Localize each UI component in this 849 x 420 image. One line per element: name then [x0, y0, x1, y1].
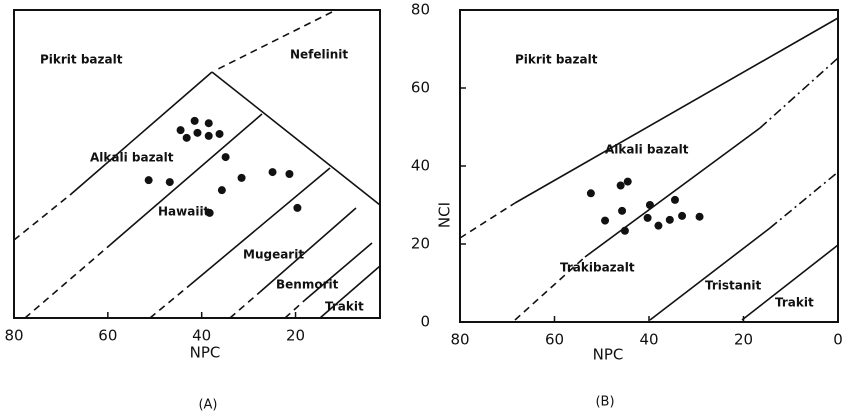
- point: [643, 213, 652, 222]
- point: [665, 215, 674, 224]
- field-label: Trakit: [775, 296, 814, 310]
- field-label: Tristanit: [705, 279, 762, 293]
- y-tick-label: 20: [411, 235, 430, 253]
- point: [285, 170, 294, 179]
- x-tick-label: 80: [4, 327, 23, 345]
- point: [586, 189, 595, 198]
- x-tick-label: 40: [639, 331, 658, 349]
- point: [182, 133, 191, 142]
- boundaries-a: [13, 11, 381, 319]
- field-label: Hawaiit: [158, 205, 210, 219]
- field-label: Pikrit bazalt: [515, 53, 598, 67]
- field-label: Alkali bazalt: [90, 151, 174, 165]
- x-tick-label: 40: [192, 327, 211, 345]
- x-tick-label: 20: [286, 327, 305, 345]
- point: [670, 195, 679, 204]
- point: [695, 212, 704, 221]
- point: [144, 176, 153, 185]
- point: [190, 116, 199, 125]
- point: [616, 181, 625, 190]
- x-axis-label: NPC: [190, 344, 221, 362]
- point: [221, 153, 230, 162]
- point: [293, 203, 302, 212]
- field-label: Mugearit: [243, 248, 304, 262]
- point: [204, 131, 213, 140]
- point: [193, 128, 202, 137]
- caption: (B): [595, 395, 614, 410]
- field-label: Benmorit: [276, 278, 339, 292]
- field-label: Nefelinit: [290, 48, 348, 62]
- point: [215, 129, 224, 138]
- point: [623, 177, 632, 186]
- frame-a: [13, 9, 381, 319]
- y-tick-label: 80: [411, 1, 430, 19]
- point: [654, 221, 663, 230]
- point: [620, 226, 629, 235]
- x-tick-label: 60: [545, 331, 564, 349]
- y-axis-label: NCI: [436, 202, 454, 228]
- x-tick-label: 60: [98, 327, 117, 345]
- x-tick-label: 80: [450, 331, 469, 349]
- point: [618, 206, 627, 215]
- field-label: Trakibazalt: [560, 261, 635, 275]
- x-tick-label: 20: [734, 331, 753, 349]
- point: [165, 178, 174, 187]
- field-label: Pikrit bazalt: [40, 53, 123, 67]
- point: [217, 186, 226, 195]
- boundaries-b: [459, 17, 839, 321]
- point: [176, 126, 185, 135]
- caption: (A): [198, 398, 217, 413]
- x-tick-label: 0: [833, 331, 843, 349]
- point: [678, 211, 687, 220]
- x-axis-label: NPC: [593, 346, 624, 364]
- field-label: Alkali bazalt: [605, 143, 689, 157]
- point: [645, 201, 654, 209]
- point: [601, 216, 610, 225]
- point: [204, 119, 213, 128]
- point: [237, 173, 246, 182]
- y-tick-label: 0: [420, 313, 430, 331]
- y-tick-label: 60: [411, 79, 430, 97]
- point: [205, 208, 214, 217]
- y-tick-label: 40: [411, 157, 430, 175]
- point: [268, 168, 277, 177]
- field-label: Trakit: [325, 300, 364, 314]
